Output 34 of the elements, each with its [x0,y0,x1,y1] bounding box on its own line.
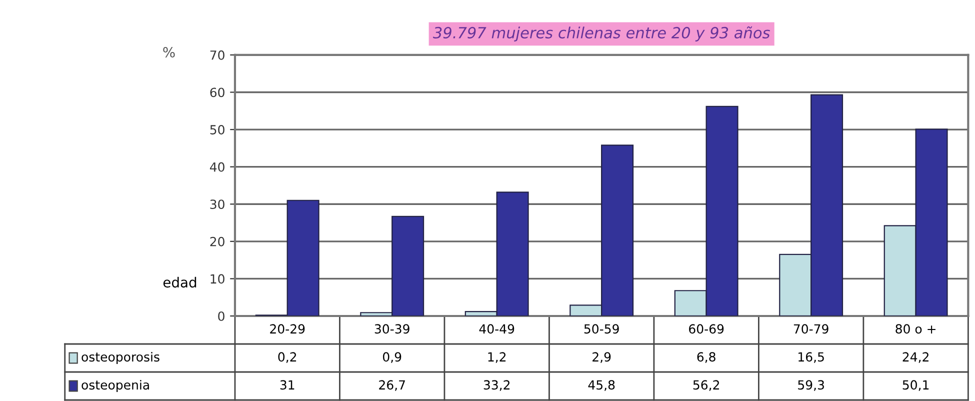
data-label: 59,3 [798,380,824,391]
y-tick-label: 70 [210,50,224,60]
x-tick-label: 40-49 [479,324,514,334]
y-tick-label: 60 [210,88,224,98]
data-label: 24,2 [902,352,928,363]
data-label: 33,2 [484,380,510,391]
y-tick-label: 50 [210,124,224,134]
data-label: 31 [280,380,294,390]
legend-label: osteopenia [82,380,149,392]
y-tick-label: 10 [210,274,224,284]
data-label: 1,2 [488,352,506,363]
data-label: 2,9 [592,352,611,363]
chart-title: 39.797 mujeres chilenas entre 20 y 93 años [432,26,770,42]
x-tick-label: 80 o + [896,324,936,334]
x-tick-label: 60-69 [689,324,724,334]
x-axis-title: edad [163,276,196,288]
y-tick-label: 0 [218,311,224,321]
data-label: 45,8 [588,380,615,391]
data-label: 0,9 [382,352,402,363]
x-tick-label: 30-39 [374,324,410,334]
y-tick-label: 20 [210,236,224,246]
data-label: 50,1 [902,380,929,391]
x-tick-label: 50-59 [584,324,619,334]
legend-label: osteoporosis [82,352,160,364]
y-axis-title: % [163,46,175,58]
x-tick-label: 20-29 [270,324,305,334]
x-tick-label: 70-79 [794,324,828,334]
data-label: 16,5 [798,352,824,363]
data-label: 0,2 [278,352,296,363]
data-label: 26,7 [379,380,405,391]
data-label: 6,8 [697,352,716,363]
y-tick-label: 40 [210,162,224,172]
data-label: 56,2 [693,380,719,391]
y-tick-label: 30 [210,200,224,210]
